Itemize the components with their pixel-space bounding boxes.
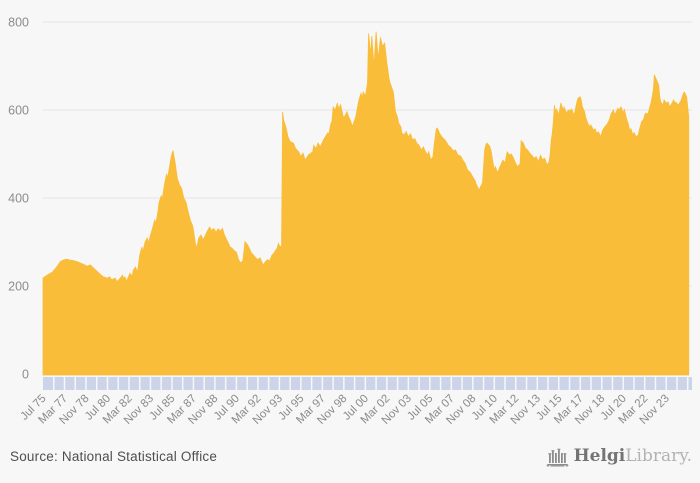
helgi-library-logo: HelgiLibrary. bbox=[545, 445, 692, 468]
source-note: Source: National Statistical Office bbox=[10, 448, 218, 464]
x-axis-band bbox=[43, 377, 692, 390]
chart-footer: Source: National Statistical Office Helg… bbox=[0, 435, 700, 483]
area-chart: 0 200 400 600 800 Jul 75 Mar 77 Nov 78 Jul 80 Mar… bbox=[8, 16, 692, 427]
y-axis-tick-label: 400 bbox=[8, 192, 29, 206]
logo-text-helgi: Helgi bbox=[573, 446, 626, 466]
y-axis-tick-label: 200 bbox=[8, 280, 29, 294]
logo-text-library: Library. bbox=[625, 446, 692, 466]
y-axis-tick-label: 600 bbox=[8, 104, 29, 118]
y-axis-tick-label: 0 bbox=[22, 368, 29, 382]
y-axis-tick-label: 800 bbox=[8, 16, 29, 30]
area-series bbox=[42, 31, 690, 376]
logo-wordmark: HelgiLibrary. bbox=[574, 447, 692, 465]
building-bars-icon bbox=[545, 448, 569, 467]
